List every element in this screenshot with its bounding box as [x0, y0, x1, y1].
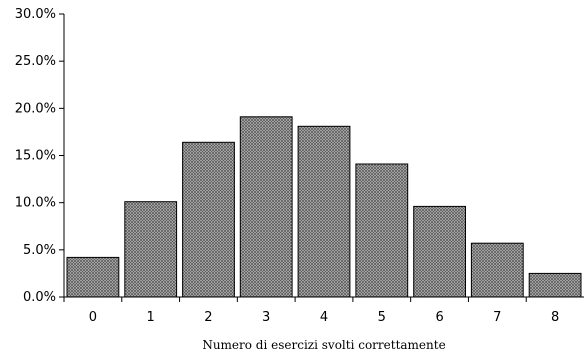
x-axis: 0 1 2 3 4 5 6 7 8	[63, 296, 584, 325]
x-tick-label: 8	[551, 310, 559, 325]
bar-6	[413, 205, 467, 298]
x-tick-label: 4	[320, 310, 328, 325]
bar-7	[470, 242, 524, 298]
x-tick-label: 2	[204, 310, 212, 325]
bar-8	[528, 272, 582, 298]
bar-0	[66, 256, 120, 298]
y-tick-label: 0.0%	[23, 290, 56, 305]
x-tick-label: 0	[89, 310, 97, 325]
y-tick-label: 25.0%	[15, 54, 56, 69]
x-tick-label: 5	[378, 310, 386, 325]
y-tick-label: 5.0%	[23, 243, 56, 258]
x-axis-title: Numero di esercizi svolti correttamente	[202, 338, 445, 352]
bar-3	[239, 116, 293, 298]
y-tick-label: 15.0%	[15, 149, 56, 164]
bar-2	[182, 141, 235, 298]
x-tick-label: 3	[262, 310, 270, 325]
bars	[66, 116, 582, 298]
bar-1	[124, 201, 178, 298]
x-tick-label: 1	[147, 310, 155, 325]
bar-5	[355, 163, 409, 298]
x-tick-label: 6	[435, 310, 443, 325]
x-tick-label: 7	[493, 310, 501, 325]
y-tick-label: 10.0%	[15, 196, 56, 211]
y-axis: 0.0% 5.0% 10.0% 15.0% 20.0% 25.0% 30.0%	[15, 7, 65, 305]
y-tick-label: 30.0%	[15, 7, 56, 22]
y-tick-label: 20.0%	[15, 101, 56, 116]
bar-4	[297, 125, 351, 298]
